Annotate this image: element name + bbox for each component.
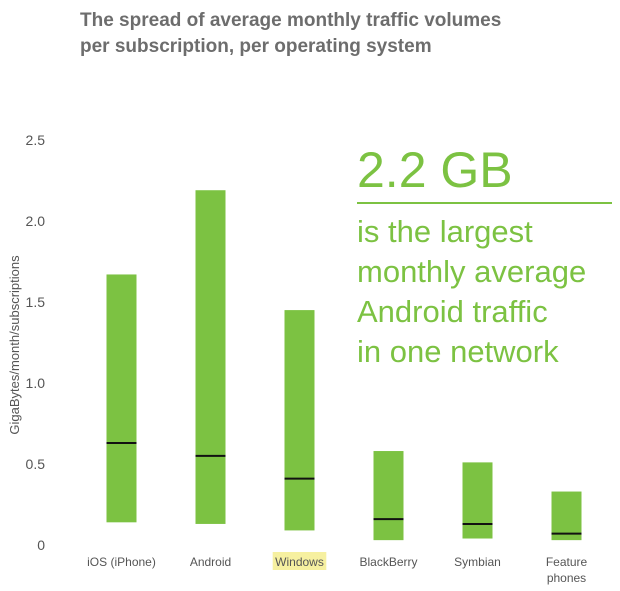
y-axis-label: GigaBytes/month/subscriptions — [7, 255, 22, 435]
chart-title-line-2: per subscription, per operating system — [80, 36, 432, 57]
callout-line-3: Android traffic — [357, 294, 548, 329]
callout-headline: 2.2 GB — [357, 142, 513, 198]
callout-line-2: monthly average — [357, 254, 587, 289]
x-tick-label: Windows — [275, 555, 324, 569]
callout-box: 2.2 GB is the largest monthly average An… — [357, 140, 612, 372]
callout-line-4: in one network — [357, 334, 559, 369]
range-bar — [373, 451, 404, 541]
y-tick-label: 0.5 — [26, 456, 46, 472]
y-tick-label: 1.5 — [26, 294, 46, 310]
y-tick-label: 1.0 — [26, 375, 46, 391]
y-tick-label: 0 — [37, 537, 45, 553]
callout-divider — [357, 202, 612, 204]
range-bar — [106, 274, 137, 523]
callout-line-1: is the largest — [357, 214, 533, 249]
range-bar — [284, 310, 315, 531]
range-bar — [462, 462, 493, 539]
x-tick-label: Feature — [546, 555, 588, 569]
x-tick-label: phones — [547, 571, 586, 585]
y-tick-label: 2.0 — [26, 213, 46, 229]
x-tick-label: iOS (iPhone) — [87, 555, 156, 569]
x-tick-label: Symbian — [454, 555, 501, 569]
chart-title: The spread of average monthly traffic vo… — [80, 8, 600, 60]
range-bar — [551, 491, 582, 541]
range-bar — [195, 190, 226, 524]
x-tick-label: BlackBerry — [359, 555, 417, 569]
x-tick-label: Android — [190, 555, 231, 569]
chart-title-line-1: The spread of average monthly traffic vo… — [80, 10, 502, 31]
y-tick-label: 2.5 — [26, 132, 46, 148]
highlight-marker — [272, 552, 327, 570]
